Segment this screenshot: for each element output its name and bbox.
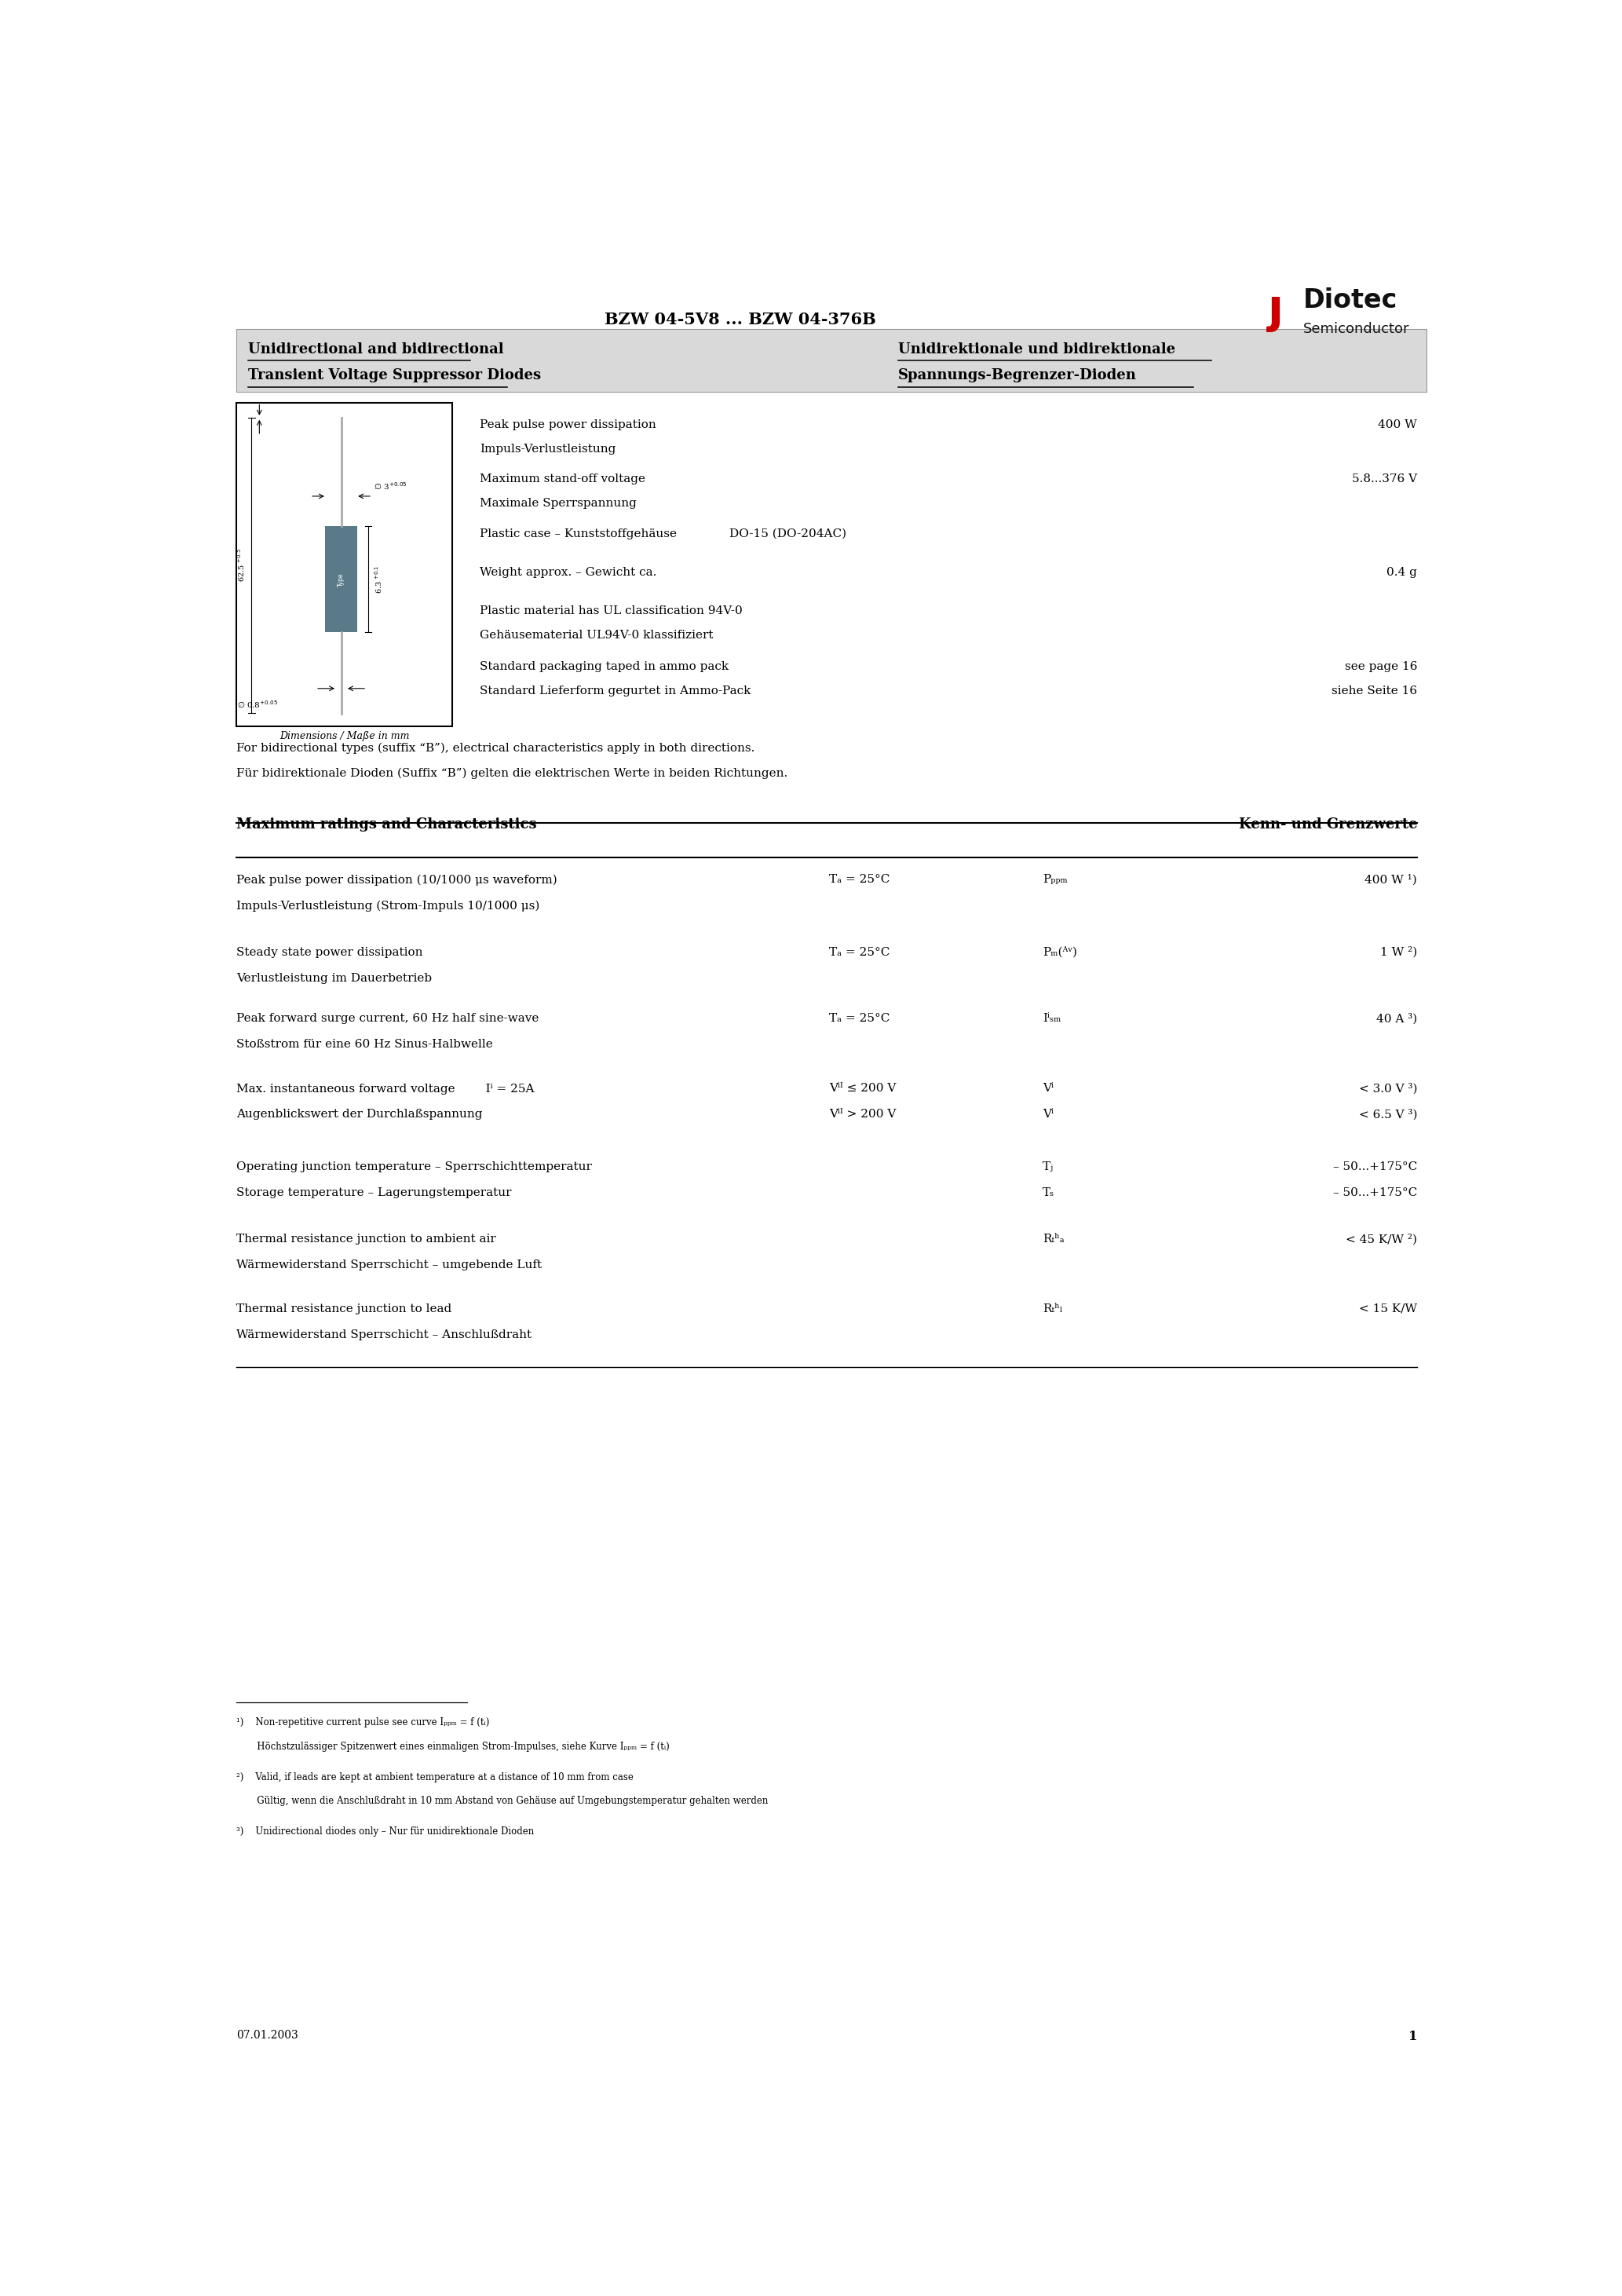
Text: Kenn- und Grenzwerte: Kenn- und Grenzwerte (1239, 817, 1418, 831)
Text: $\varnothing$ 0.8$^{+0.05}$: $\varnothing$ 0.8$^{+0.05}$ (237, 700, 277, 709)
Text: Höchstzulässiger Spitzenwert eines einmaligen Strom-Impulses, siehe Kurve Iₚₚₘ =: Höchstzulässiger Spitzenwert eines einma… (237, 1743, 670, 1752)
Text: Für bidirektionale Dioden (Suffix “B”) gelten die elektrischen Werte in beiden R: Für bidirektionale Dioden (Suffix “B”) g… (237, 767, 788, 778)
Text: 400 W ¹): 400 W ¹) (1364, 875, 1418, 886)
Text: ³)    Unidirectional diodes only – Nur für unidirektionale Dioden: ³) Unidirectional diodes only – Nur für … (237, 1825, 534, 1837)
Text: Pₚₚₘ: Pₚₚₘ (1043, 875, 1067, 884)
Text: Iⁱₛₘ: Iⁱₛₘ (1043, 1013, 1061, 1024)
Text: Maximale Sperrspannung: Maximale Sperrspannung (480, 498, 636, 510)
Text: Rₜʰₐ: Rₜʰₐ (1043, 1233, 1064, 1244)
Text: 1: 1 (1408, 2030, 1418, 2043)
Text: Vⁱ: Vⁱ (1043, 1109, 1053, 1120)
Text: ¹)    Non-repetitive current pulse see curve Iₚₚₘ = f (tᵢ): ¹) Non-repetitive current pulse see curv… (237, 1717, 490, 1729)
Text: Thermal resistance junction to lead: Thermal resistance junction to lead (237, 1304, 451, 1313)
Text: Pₘ(ᴬᵛ): Pₘ(ᴬᵛ) (1043, 946, 1077, 957)
Text: Wärmewiderstand Sperrschicht – umgebende Luft: Wärmewiderstand Sperrschicht – umgebende… (237, 1261, 542, 1272)
Text: Tₛ: Tₛ (1043, 1187, 1054, 1199)
Bar (237, 402, 453, 726)
Text: Peak pulse power dissipation (10/1000 μs waveform): Peak pulse power dissipation (10/1000 μs… (237, 875, 556, 886)
Text: Augenblickswert der Durchlaßspannung: Augenblickswert der Durchlaßspannung (237, 1109, 482, 1120)
Text: Verlustleistung im Dauerbetrieb: Verlustleistung im Dauerbetrieb (237, 974, 431, 983)
Text: Maximum stand-off voltage: Maximum stand-off voltage (480, 473, 646, 484)
Text: – 50...+175°C: – 50...+175°C (1333, 1162, 1418, 1173)
Text: siehe Seite 16: siehe Seite 16 (1332, 687, 1418, 696)
Text: Impuls-Verlustleistung (Strom-Impuls 10/1000 μs): Impuls-Verlustleistung (Strom-Impuls 10/… (237, 900, 540, 912)
Text: Vⁱᴵ ≤ 200 V: Vⁱᴵ ≤ 200 V (829, 1084, 897, 1093)
Text: ²)    Valid, if leads are kept at ambient temperature at a distance of 10 mm fro: ²) Valid, if leads are kept at ambient t… (237, 1773, 633, 1782)
Text: Unidirectional and bidirectional: Unidirectional and bidirectional (248, 342, 504, 356)
Text: < 3.0 V ³): < 3.0 V ³) (1359, 1084, 1418, 1093)
Text: Impuls-Verlustleistung: Impuls-Verlustleistung (480, 443, 616, 455)
Text: 5.8...376 V: 5.8...376 V (1353, 473, 1418, 484)
Text: Gehäusematerial UL94V-0 klassifiziert: Gehäusematerial UL94V-0 klassifiziert (480, 629, 714, 641)
Text: – 50...+175°C: – 50...+175°C (1333, 1187, 1418, 1199)
Text: Type: Type (337, 572, 345, 585)
Text: Tₐ = 25°C: Tₐ = 25°C (829, 1013, 890, 1024)
Text: Wärmewiderstand Sperrschicht – Anschlußdraht: Wärmewiderstand Sperrschicht – Anschlußd… (237, 1329, 532, 1341)
Text: 40 A ³): 40 A ³) (1375, 1013, 1418, 1024)
Text: ȷ: ȷ (1268, 287, 1285, 333)
Text: < 15 K/W: < 15 K/W (1359, 1304, 1418, 1313)
Text: Operating junction temperature – Sperrschichttemperatur: Operating junction temperature – Sperrsc… (237, 1162, 592, 1173)
Text: Rₜʰₗ: Rₜʰₗ (1043, 1304, 1062, 1313)
Text: Peak pulse power dissipation: Peak pulse power dissipation (480, 420, 655, 429)
Text: Plastic case – Kunststoffgehäuse: Plastic case – Kunststoffgehäuse (480, 528, 676, 540)
Text: For bidirectional types (suffix “B”), electrical characteristics apply in both d: For bidirectional types (suffix “B”), el… (237, 742, 754, 753)
Text: Weight approx. – Gewicht ca.: Weight approx. – Gewicht ca. (480, 567, 657, 579)
Text: 6.3 $^{+0.1}$: 6.3 $^{+0.1}$ (373, 565, 384, 595)
Text: Thermal resistance junction to ambient air: Thermal resistance junction to ambient a… (237, 1233, 496, 1244)
Text: Transient Voltage Suppressor Diodes: Transient Voltage Suppressor Diodes (248, 370, 542, 383)
Text: Semiconductor: Semiconductor (1302, 321, 1410, 335)
Text: see page 16: see page 16 (1345, 661, 1418, 673)
Text: Diotec: Diotec (1302, 287, 1397, 315)
Text: Tₐ = 25°C: Tₐ = 25°C (829, 875, 890, 884)
Text: Storage temperature – Lagerungstemperatur: Storage temperature – Lagerungstemperatu… (237, 1187, 511, 1199)
Text: Tⱼ: Tⱼ (1043, 1162, 1054, 1173)
Text: Steady state power dissipation: Steady state power dissipation (237, 946, 423, 957)
Text: $\varnothing$ 3$^{+0.05}$: $\varnothing$ 3$^{+0.05}$ (375, 480, 407, 491)
Text: Max. instantaneous forward voltage        Iⁱ = 25A: Max. instantaneous forward voltage Iⁱ = … (237, 1084, 534, 1095)
Text: Tₐ = 25°C: Tₐ = 25°C (829, 946, 890, 957)
Text: Vⁱᴵ > 200 V: Vⁱᴵ > 200 V (829, 1109, 897, 1120)
Text: 0.4 g: 0.4 g (1387, 567, 1418, 579)
Text: Stoßstrom für eine 60 Hz Sinus-Halbwelle: Stoßstrom für eine 60 Hz Sinus-Halbwelle (237, 1040, 493, 1049)
Text: Unidirektionale und bidirektionale: Unidirektionale und bidirektionale (899, 342, 1176, 356)
Text: < 45 K/W ²): < 45 K/W ²) (1346, 1233, 1418, 1244)
Text: 62.5 $^{+0.5}$: 62.5 $^{+0.5}$ (235, 549, 247, 581)
Text: Standard Lieferform gegurtet in Ammo-Pack: Standard Lieferform gegurtet in Ammo-Pac… (480, 687, 751, 696)
Text: Maximum ratings and Characteristics: Maximum ratings and Characteristics (237, 817, 537, 831)
Text: Gültig, wenn die Anschlußdraht in 10 mm Abstand von Gehäuse auf Umgebungstempera: Gültig, wenn die Anschlußdraht in 10 mm … (237, 1795, 767, 1807)
Text: Plastic material has UL classification 94V-0: Plastic material has UL classification 9… (480, 606, 743, 618)
Text: BZW 04-5V8 ... BZW 04-376B: BZW 04-5V8 ... BZW 04-376B (605, 312, 876, 328)
Bar (326, 526, 357, 631)
Bar (237, 328, 1426, 393)
Text: DO-15 (DO-204AC): DO-15 (DO-204AC) (728, 528, 847, 540)
Text: Standard packaging taped in ammo pack: Standard packaging taped in ammo pack (480, 661, 728, 673)
Text: Peak forward surge current, 60 Hz half sine-wave: Peak forward surge current, 60 Hz half s… (237, 1013, 539, 1024)
Text: < 6.5 V ³): < 6.5 V ³) (1359, 1109, 1418, 1120)
Text: 400 W: 400 W (1379, 420, 1418, 429)
Text: 07.01.2003: 07.01.2003 (237, 2030, 298, 2041)
Text: Vⁱ: Vⁱ (1043, 1084, 1053, 1093)
Text: Spannungs-Begrenzer-Dioden: Spannungs-Begrenzer-Dioden (899, 370, 1137, 383)
Text: Dimensions / Maße in mm: Dimensions / Maße in mm (279, 730, 409, 742)
Text: 1 W ²): 1 W ²) (1380, 946, 1418, 957)
